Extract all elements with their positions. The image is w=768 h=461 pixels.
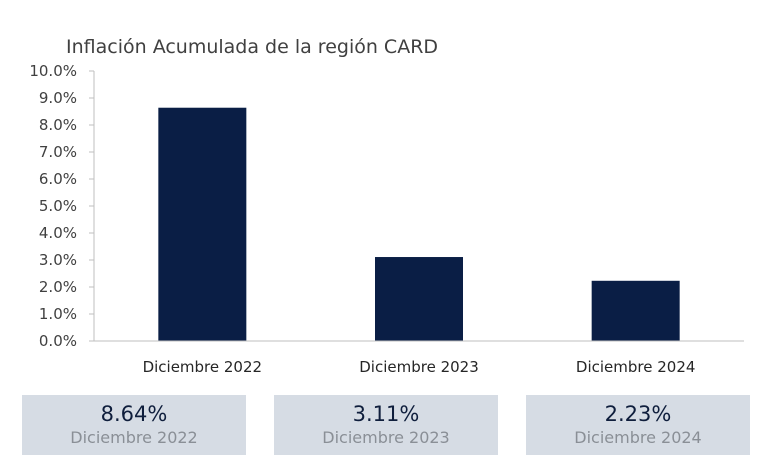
x-axis: Diciembre 2022 Diciembre 2023 Diciembre 20… [143,358,696,376]
card-label: Diciembre 2024 [574,428,702,447]
card-label: Diciembre 2023 [322,428,450,447]
card-label: Diciembre 2022 [70,428,198,447]
summary-card-2023: 3.11% Diciembre 2023 [274,395,498,455]
x-tick-label: Diciembre 2024 [576,358,696,376]
y-tick-label: 6.0% [39,170,77,188]
y-tick-label: 8.0% [39,116,77,134]
y-tick-label: 10.0% [29,62,77,80]
card-value: 8.64% [100,402,168,426]
y-tick-label: 0.0% [39,332,77,350]
y-tick-label: 2.0% [39,278,77,296]
bar [158,107,247,341]
bars [158,107,680,341]
x-tick-label: Diciembre 2023 [359,358,479,376]
bar [375,257,463,341]
y-tick-label: 7.0% [39,143,77,161]
bar-chart: Inflación Acumulada de la región CARD 0.… [29,36,744,376]
chart-title: Inflación Acumulada de la región CARD [66,36,438,58]
y-axis: 0.0% 1.0% 2.0% 3.0% 4.0% 5.0% 6.0% 7.0% 8.0% 9.0%… [29,62,94,350]
y-tick-label: 9.0% [39,89,77,107]
y-tick-label: 1.0% [39,305,77,323]
summary-card-2024: 2.23% Diciembre 2024 [526,395,750,455]
summary-card-2022: 8.64% Diciembre 2022 [22,395,246,455]
y-tick-label: 4.0% [39,224,77,242]
bar [591,280,680,341]
card-value: 3.11% [352,402,420,426]
y-tick-label: 5.0% [39,197,77,215]
summary-cards: 8.64% Diciembre 2022 3.11% Diciembre 202… [22,395,750,455]
x-tick-label: Diciembre 2022 [143,358,263,376]
card-value: 2.23% [604,402,672,426]
y-tick-label: 3.0% [39,251,77,269]
